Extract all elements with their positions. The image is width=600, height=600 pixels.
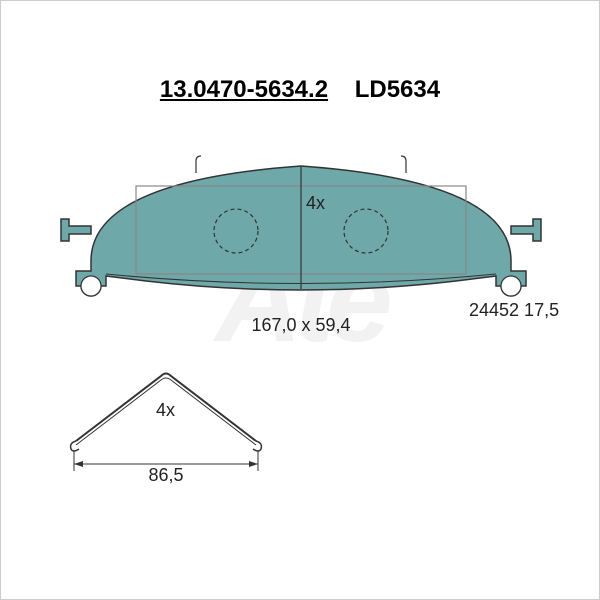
technical-drawing: 4x 167,0 x 59,4 24452 17,5 4x (31, 131, 571, 491)
header: 13.0470-5634.2 LD5634 (1, 76, 599, 104)
diagram-area: 4x 167,0 x 59,4 24452 17,5 4x (31, 131, 571, 491)
pad-dimensions-label: 167,0 x 59,4 (251, 315, 350, 335)
part-number: 13.0470-5634.2 (160, 76, 328, 103)
clip-width-label: 86,5 (148, 465, 183, 485)
pad-qty-label: 4x (306, 193, 325, 213)
reference-number-label: 24452 17,5 (469, 300, 559, 320)
brake-pad-shape (61, 156, 541, 296)
clip-qty-label: 4x (156, 400, 175, 420)
product-diagram-container: 13.0470-5634.2 LD5634 Ate (0, 0, 600, 600)
product-code: LD5634 (355, 76, 440, 103)
